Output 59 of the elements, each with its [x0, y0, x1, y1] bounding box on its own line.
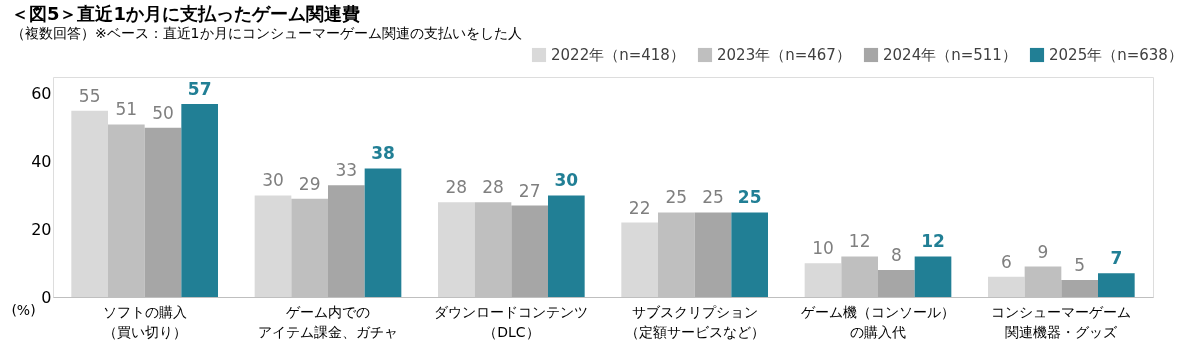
y-tick-label: 60 [31, 84, 52, 104]
data-label: 9 [1037, 241, 1049, 262]
legend-label: 2023年（n=467） [717, 46, 851, 64]
data-label: 22 [628, 197, 651, 218]
bar [511, 205, 548, 297]
data-label: 27 [518, 180, 541, 201]
bar [328, 185, 365, 297]
legend-label: 2022年（n=418） [551, 46, 685, 64]
data-label: 29 [298, 173, 321, 194]
data-label: 6 [1000, 251, 1012, 272]
x-tick-label: ゲーム内でのアイテム課金、ガチャ [258, 303, 398, 340]
x-tick-label: サブスクリプション（定額サービスなど） [624, 303, 765, 340]
data-label: 38 [371, 143, 395, 164]
chart-subtitle: （複数回答）※ベース：直近1か月にコンシューマーゲーム関連の支払いをした人 [10, 25, 522, 41]
data-label: 5 [1074, 255, 1086, 276]
bar [914, 256, 952, 297]
bar [804, 263, 842, 297]
bar [988, 276, 1025, 297]
chart-title: ＜図5＞直近1か月に支払ったゲーム関連費 [10, 3, 360, 24]
legend-label: 2025年（n=638） [1049, 46, 1183, 64]
bar [1061, 280, 1098, 297]
bar [438, 202, 475, 297]
data-label: 10 [812, 238, 834, 259]
data-label: 33 [335, 160, 358, 181]
x-tick-label: ゲーム機（コンソール）の購入代 [801, 303, 955, 340]
y-tick-label: 0 [41, 287, 52, 307]
y-tick-label: 20 [31, 219, 52, 239]
bar [621, 222, 658, 297]
legend-label: 2024年（n=511） [883, 46, 1017, 64]
data-label: 25 [665, 187, 688, 208]
data-label: 7 [1110, 248, 1123, 269]
data-label: 25 [737, 187, 762, 208]
data-label: 30 [554, 170, 579, 191]
bar [1098, 273, 1135, 297]
bar [254, 195, 292, 297]
bar [181, 104, 218, 297]
bar [71, 110, 108, 297]
bar [364, 168, 402, 297]
data-label: 12 [921, 231, 945, 252]
bar [548, 195, 585, 297]
data-label: 50 [152, 102, 174, 123]
x-tick-label: ダウンロードコンテンツ（DLC） [434, 303, 589, 340]
data-label: 28 [482, 177, 504, 198]
data-label: 25 [702, 187, 724, 208]
data-label: 51 [115, 99, 138, 120]
data-label: 28 [445, 177, 468, 198]
data-label: 57 [187, 79, 212, 100]
data-label: 55 [78, 85, 101, 106]
x-tick-label: コンシューマーゲーム関連機器・グッズ [991, 303, 1132, 340]
y-axis-title: (%) [11, 301, 36, 318]
data-label: 8 [890, 244, 902, 265]
bar [731, 212, 768, 297]
bar [878, 269, 915, 297]
data-label: 30 [262, 170, 284, 191]
bar [694, 212, 732, 297]
bar [144, 127, 182, 297]
y-tick-label: 40 [31, 152, 52, 172]
data-label: 12 [848, 231, 871, 252]
x-tick-label: ソフトの購入（買い切り） [102, 303, 187, 340]
